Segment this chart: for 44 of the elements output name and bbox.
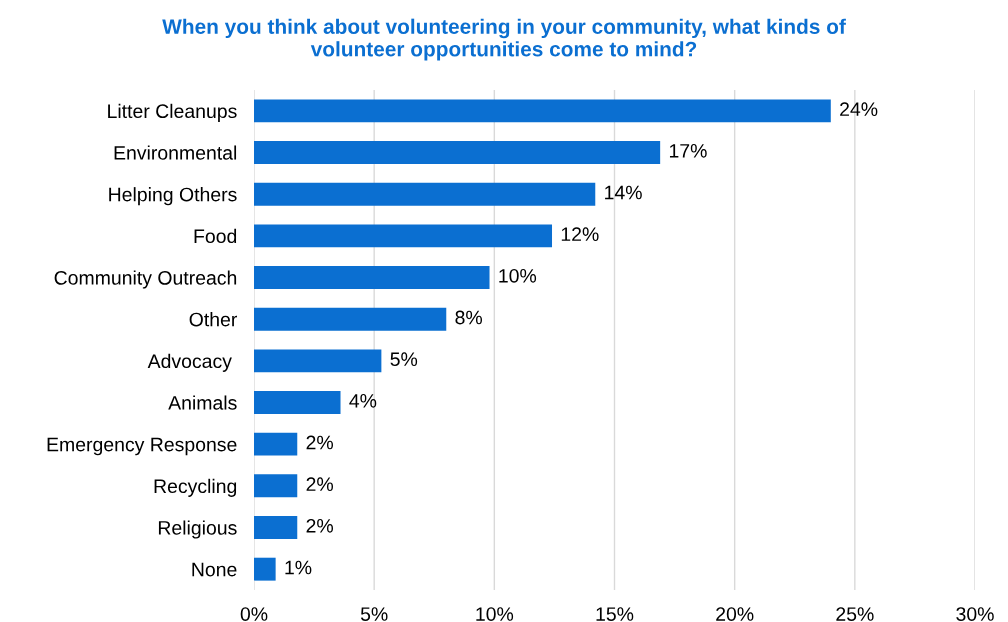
x-tick-label: 25% bbox=[836, 607, 874, 621]
x-tick-label: 30% bbox=[956, 607, 994, 621]
data-label: 17% bbox=[669, 144, 707, 158]
y-tick-label: Helping Others bbox=[109, 187, 237, 206]
y-tick-label: Emergency Response bbox=[47, 437, 237, 456]
y-tick-label: Religious bbox=[158, 520, 237, 539]
y-tick-label: Animals bbox=[168, 395, 237, 410]
data-label: 2% bbox=[306, 518, 334, 533]
y-tick-label: Advocacy bbox=[147, 353, 232, 372]
x-tick-label: 10% bbox=[476, 607, 514, 621]
data-label: 14% bbox=[605, 185, 642, 200]
bar bbox=[254, 391, 341, 414]
bar bbox=[254, 557, 276, 581]
x-tick-label: 20% bbox=[716, 607, 754, 621]
y-tick-label: None bbox=[192, 562, 237, 577]
data-label: 12% bbox=[561, 227, 599, 241]
data-label: 2% bbox=[306, 435, 334, 450]
bar bbox=[254, 141, 661, 164]
bar bbox=[254, 224, 553, 248]
x-tick-label: 15% bbox=[596, 607, 634, 621]
data-label: 24% bbox=[840, 102, 878, 116]
y-tick-label: Community Outreach bbox=[54, 270, 237, 289]
bar bbox=[254, 432, 298, 456]
data-label: 8% bbox=[455, 310, 483, 325]
y-tick-label: Food bbox=[194, 228, 237, 244]
data-label: 2% bbox=[306, 477, 334, 491]
data-label: 5% bbox=[390, 352, 418, 367]
data-label: 1% bbox=[285, 560, 312, 575]
chart-title: When you think about volunteering in your community, what kinds of volunteer opportunities come to mind? bbox=[162, 18, 846, 61]
y-tick-label: Other bbox=[189, 312, 238, 327]
x-tick-label: 0% bbox=[240, 607, 268, 621]
bar bbox=[254, 349, 382, 373]
bar bbox=[254, 474, 298, 498]
bar bbox=[254, 307, 447, 331]
data-label: 10% bbox=[499, 268, 537, 283]
x-tick-label: 5% bbox=[360, 607, 388, 621]
bar bbox=[254, 266, 490, 289]
bar bbox=[254, 99, 831, 123]
y-tick-label: Litter Cleanups bbox=[108, 103, 237, 122]
y-tick-label: Environmental bbox=[114, 145, 237, 160]
bar bbox=[254, 182, 596, 206]
data-label: 4% bbox=[349, 394, 377, 408]
bar bbox=[254, 516, 298, 539]
y-tick-label: Recycling bbox=[154, 478, 237, 497]
